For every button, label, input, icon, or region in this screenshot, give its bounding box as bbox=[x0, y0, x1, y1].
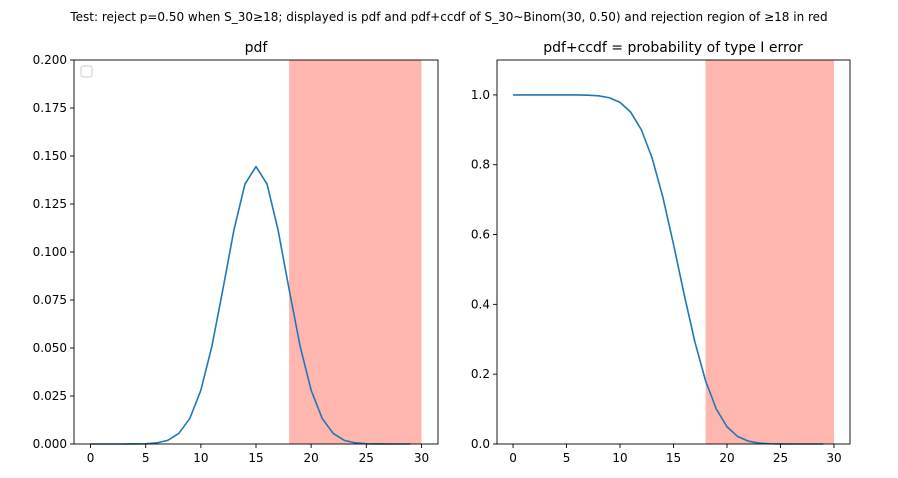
ccdf-xtick-label: 20 bbox=[719, 451, 734, 465]
ccdf-ytick-label: 0.6 bbox=[471, 228, 490, 242]
pdf-xtick-label: 20 bbox=[304, 451, 319, 465]
ccdf-xtick-label: 10 bbox=[612, 451, 627, 465]
figure-suptitle: Test: reject p=0.50 when S_30≥18; displa… bbox=[69, 10, 827, 24]
ccdf-xtick-label: 5 bbox=[563, 451, 571, 465]
ccdf-ytick-label: 0.8 bbox=[471, 158, 490, 172]
pdf-ytick-label: 0.200 bbox=[33, 53, 67, 67]
ccdf-axes: pdf+ccdf = probability of type I error 0… bbox=[471, 40, 851, 465]
ccdf-xtick-label: 0 bbox=[509, 451, 517, 465]
pdf-ytick-label: 0.075 bbox=[33, 293, 67, 307]
pdf-ytick-label: 0.100 bbox=[33, 245, 67, 259]
pdf-xtick-label: 0 bbox=[87, 451, 95, 465]
pdf-ytick-label: 0.150 bbox=[33, 149, 67, 163]
pdf-ytick-label: 0.175 bbox=[33, 101, 67, 115]
pdf-xtick-label: 5 bbox=[142, 451, 150, 465]
ccdf-rejection-region bbox=[705, 60, 834, 444]
pdf-rejection-region bbox=[289, 60, 422, 444]
ccdf-ytick-label: 1.0 bbox=[471, 88, 490, 102]
ccdf-axes-title: pdf+ccdf = probability of type I error bbox=[543, 40, 803, 56]
pdf-ytick-label: 0.050 bbox=[33, 341, 67, 355]
pdf-xtick-label: 25 bbox=[359, 451, 374, 465]
ccdf-ytick-label: 0.0 bbox=[471, 437, 490, 451]
pdf-ytick-label: 0.025 bbox=[33, 389, 67, 403]
ccdf-xtick-label: 25 bbox=[773, 451, 788, 465]
pdf-axes-title: pdf bbox=[245, 40, 269, 56]
pdf-ytick-label: 0.000 bbox=[33, 437, 67, 451]
ccdf-xtick-label: 15 bbox=[666, 451, 681, 465]
ccdf-ytick-label: 0.4 bbox=[471, 297, 490, 311]
ccdf-ytick-label: 0.2 bbox=[471, 367, 490, 381]
pdf-ytick-label: 0.125 bbox=[33, 197, 67, 211]
pdf-xtick-label: 10 bbox=[193, 451, 208, 465]
pdf-legend-box bbox=[80, 65, 93, 78]
pdf-xtick-label: 15 bbox=[248, 451, 263, 465]
pdf-axes: pdf 0 5 10 15 20 25 30 0.000 0.025 0.050 0.075 0.10… bbox=[33, 40, 439, 465]
pdf-xtick-label: 30 bbox=[414, 451, 429, 465]
ccdf-xtick-label: 30 bbox=[826, 451, 841, 465]
